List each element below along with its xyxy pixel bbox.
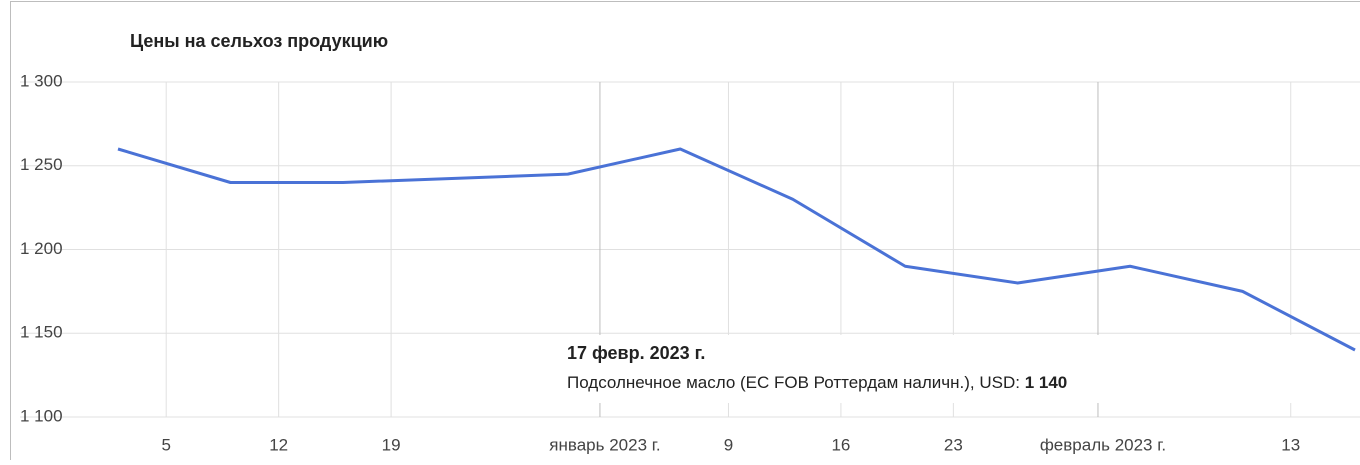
- x-tick-label: январь 2023 г.: [549, 435, 660, 454]
- tooltip: 17 февр. 2023 г. Подсолнечное масло (ЕС …: [556, 335, 1312, 403]
- tooltip-text: Подсолнечное масло (ЕС FOB Роттердам нал…: [567, 373, 1067, 392]
- y-tick-label: 1 250: [20, 155, 63, 174]
- tooltip-value: 1 140: [1025, 373, 1068, 392]
- x-tick-label: 19: [382, 435, 401, 454]
- x-tick-label: 9: [724, 435, 733, 454]
- y-tick-label: 1 150: [20, 323, 63, 342]
- x-tick-label: февраль 2023 г.: [1040, 435, 1166, 454]
- x-tick-label: 5: [161, 435, 170, 454]
- x-tick-label: 16: [831, 435, 850, 454]
- x-tick-label: 23: [944, 435, 963, 454]
- y-tick-label: 1 100: [20, 406, 63, 425]
- tooltip-date: 17 февр. 2023 г.: [567, 343, 705, 363]
- y-tick-label: 1 300: [20, 71, 63, 90]
- x-tick-label: 12: [269, 435, 288, 454]
- y-tick-label: 1 200: [20, 239, 63, 258]
- tooltip-label: Подсолнечное масло (ЕС FOB Роттердам нал…: [567, 373, 1020, 392]
- x-tick-label: 13: [1281, 435, 1300, 454]
- chart-title: Цены на сельхоз продукцию: [130, 31, 388, 51]
